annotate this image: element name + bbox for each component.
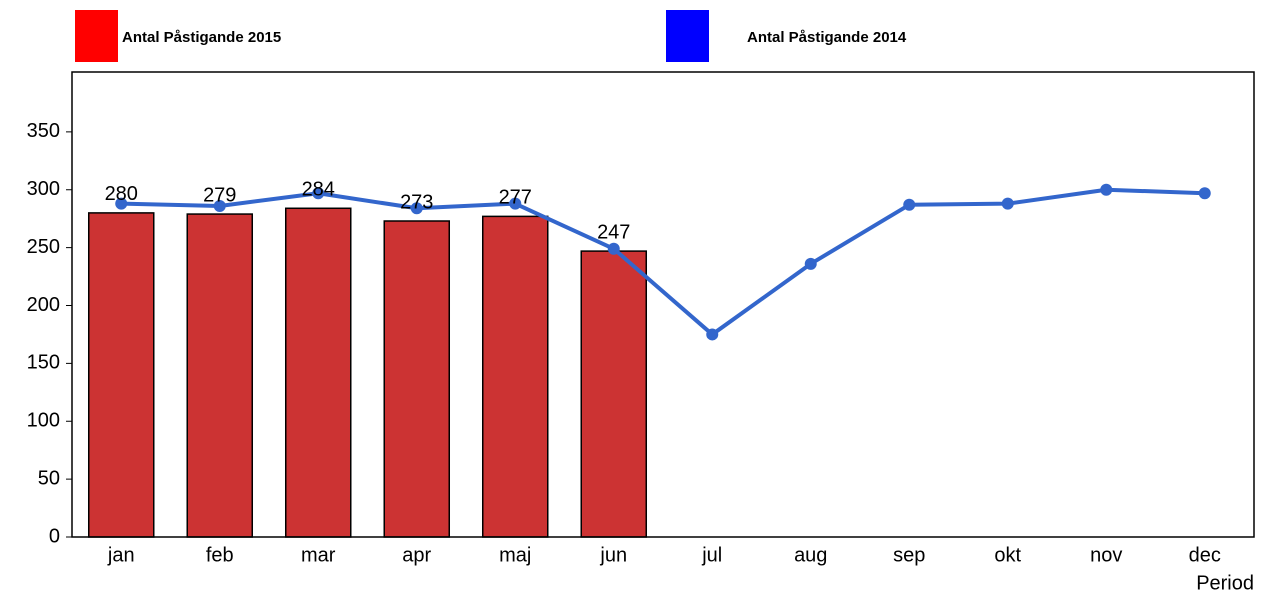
data-label: 279	[203, 184, 236, 206]
plot-frame	[71, 71, 1255, 538]
bar	[481, 215, 549, 538]
x-axis-label: Period	[1196, 572, 1254, 594]
bar	[383, 220, 451, 538]
line-marker	[607, 242, 620, 255]
y-tick-label: 250	[27, 236, 60, 258]
x-tick-label: aug	[794, 544, 827, 566]
bar	[284, 207, 352, 538]
x-tick-label: sep	[893, 544, 925, 566]
legend-label: Antal Påstigande 2015	[122, 29, 281, 46]
data-label: 277	[499, 187, 532, 209]
data-label: 273	[400, 191, 433, 213]
bar	[580, 250, 648, 538]
line-marker	[312, 187, 325, 200]
x-tick-label: jun	[599, 544, 627, 566]
data-label: 284	[302, 179, 335, 201]
x-tick-label: feb	[206, 544, 234, 566]
data-label: 247	[597, 221, 630, 243]
x-tick-label: apr	[402, 544, 431, 566]
y-tick-label: 0	[49, 525, 60, 547]
x-tick-label: jan	[107, 544, 135, 566]
bar	[186, 213, 254, 538]
legend-swatch	[75, 10, 118, 62]
line	[121, 187, 1205, 337]
bar	[87, 212, 155, 538]
y-tick-label: 50	[38, 467, 60, 489]
legend-swatch	[666, 10, 709, 62]
line-marker	[115, 197, 128, 210]
line-marker	[509, 197, 522, 210]
line-marker	[1198, 187, 1211, 200]
line-marker	[1001, 197, 1014, 210]
x-tick-label: nov	[1090, 544, 1122, 566]
y-tick-label: 200	[27, 294, 60, 316]
line-marker	[1100, 183, 1113, 196]
x-tick-label: maj	[499, 544, 531, 566]
x-tick-label: okt	[994, 544, 1021, 566]
line-marker	[706, 328, 719, 341]
x-tick-label: dec	[1189, 544, 1221, 566]
y-tick-label: 150	[27, 352, 60, 374]
legend-label: Antal Påstigande 2014	[747, 29, 907, 46]
y-tick-label: 100	[27, 410, 60, 432]
line-marker	[903, 198, 916, 211]
line-marker	[804, 257, 817, 270]
x-tick-label: mar	[301, 544, 336, 566]
data-label: 280	[105, 183, 138, 205]
x-tick-label: jul	[701, 544, 722, 566]
line-marker	[213, 199, 226, 212]
y-tick-label: 300	[27, 178, 60, 200]
y-tick-label: 350	[27, 120, 60, 142]
line-marker	[410, 202, 423, 215]
